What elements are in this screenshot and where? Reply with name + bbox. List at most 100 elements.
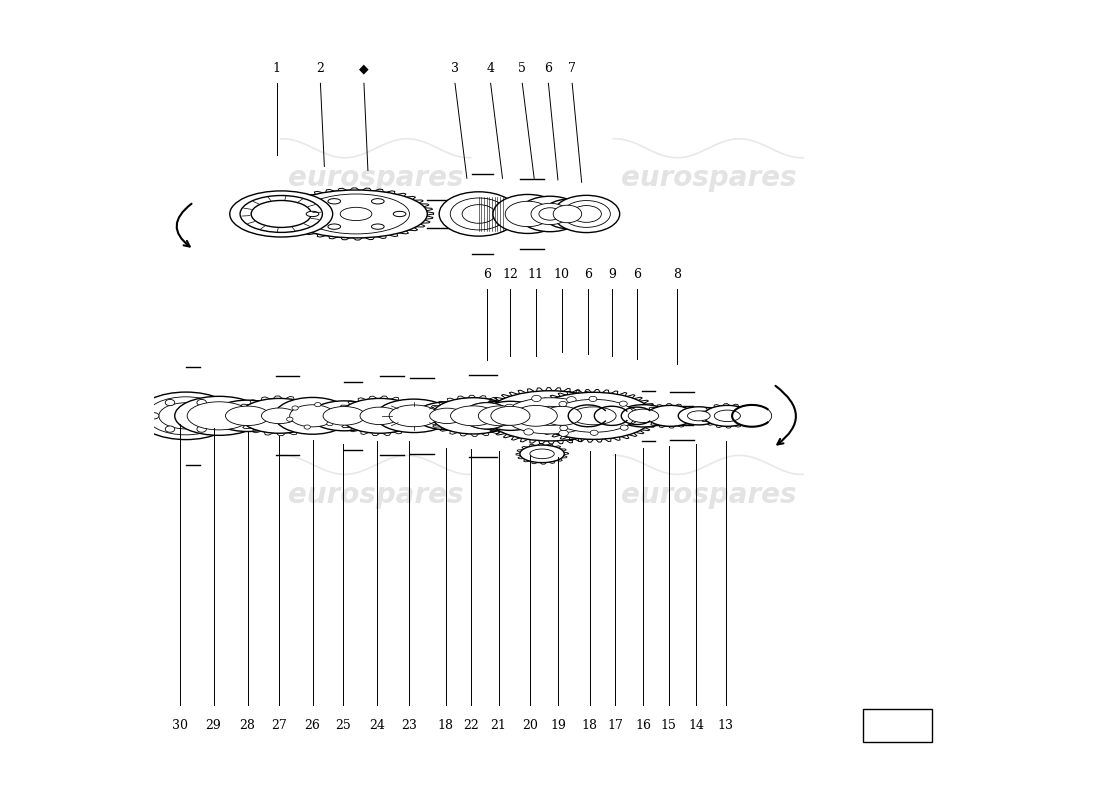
Ellipse shape [292, 406, 298, 410]
Text: 15: 15 [661, 719, 676, 732]
Ellipse shape [530, 449, 554, 458]
Text: 8: 8 [673, 268, 681, 282]
Ellipse shape [450, 198, 507, 230]
Text: 27: 27 [272, 719, 287, 732]
Ellipse shape [197, 399, 207, 406]
Ellipse shape [310, 401, 378, 431]
Text: eurospares: eurospares [620, 481, 796, 509]
Ellipse shape [372, 224, 384, 230]
Ellipse shape [240, 195, 322, 233]
Ellipse shape [327, 422, 333, 426]
Text: 6: 6 [634, 268, 641, 282]
Text: 28: 28 [240, 719, 255, 732]
Ellipse shape [560, 426, 568, 430]
Ellipse shape [482, 207, 507, 221]
Ellipse shape [240, 195, 322, 233]
Text: 21: 21 [491, 719, 506, 732]
Ellipse shape [165, 399, 175, 406]
Ellipse shape [463, 402, 510, 429]
Ellipse shape [439, 192, 518, 236]
Ellipse shape [389, 405, 439, 426]
Ellipse shape [505, 202, 550, 226]
Ellipse shape [285, 190, 427, 238]
Ellipse shape [212, 400, 283, 431]
Ellipse shape [146, 397, 226, 435]
Ellipse shape [486, 390, 614, 441]
Ellipse shape [553, 195, 619, 233]
Text: 26: 26 [305, 719, 320, 732]
Ellipse shape [232, 192, 330, 236]
Ellipse shape [520, 445, 564, 462]
Text: 9: 9 [608, 268, 616, 282]
Ellipse shape [491, 406, 530, 426]
Ellipse shape [531, 203, 569, 225]
Text: 29: 29 [206, 719, 221, 732]
Ellipse shape [524, 429, 534, 435]
Ellipse shape [688, 411, 711, 421]
Ellipse shape [543, 199, 591, 229]
Ellipse shape [323, 406, 365, 425]
Text: ◆ = 31: ◆ = 31 [871, 719, 915, 732]
Text: 7: 7 [569, 62, 576, 75]
Ellipse shape [571, 407, 616, 425]
Ellipse shape [542, 406, 582, 426]
Text: 18: 18 [438, 719, 453, 732]
Ellipse shape [136, 392, 235, 439]
Ellipse shape [315, 402, 321, 406]
Ellipse shape [251, 201, 311, 227]
Text: eurospares: eurospares [620, 164, 796, 192]
Ellipse shape [255, 202, 306, 226]
Ellipse shape [340, 207, 372, 221]
Text: 10: 10 [554, 268, 570, 282]
Ellipse shape [462, 205, 495, 223]
Text: 25: 25 [334, 719, 351, 732]
Ellipse shape [559, 430, 569, 436]
Text: 19: 19 [550, 719, 565, 732]
Ellipse shape [430, 408, 464, 423]
Text: 11: 11 [528, 268, 543, 282]
Ellipse shape [619, 401, 627, 406]
Ellipse shape [547, 414, 554, 418]
Ellipse shape [287, 417, 293, 422]
Text: 6: 6 [544, 62, 552, 75]
Ellipse shape [591, 430, 598, 435]
Text: 14: 14 [689, 719, 704, 732]
Text: 23: 23 [402, 719, 417, 732]
Ellipse shape [504, 401, 568, 431]
Ellipse shape [572, 206, 602, 222]
Ellipse shape [212, 413, 222, 419]
Ellipse shape [340, 398, 419, 434]
Ellipse shape [360, 407, 399, 425]
Ellipse shape [586, 421, 595, 427]
Ellipse shape [526, 406, 574, 426]
Text: 6: 6 [483, 268, 491, 282]
Bar [862, 709, 933, 742]
Ellipse shape [518, 196, 582, 232]
Ellipse shape [230, 191, 332, 237]
Text: 20: 20 [522, 719, 538, 732]
Ellipse shape [262, 408, 297, 424]
Ellipse shape [302, 194, 409, 234]
Ellipse shape [593, 406, 640, 426]
Text: 17: 17 [607, 719, 623, 732]
Ellipse shape [158, 402, 212, 429]
Ellipse shape [502, 418, 510, 424]
Ellipse shape [679, 406, 719, 425]
Ellipse shape [704, 406, 751, 426]
Ellipse shape [552, 399, 635, 432]
Text: 13: 13 [717, 719, 734, 732]
Ellipse shape [559, 402, 566, 406]
Ellipse shape [150, 413, 158, 419]
Ellipse shape [514, 406, 558, 426]
Text: 30: 30 [172, 719, 187, 732]
Text: eurospares: eurospares [288, 164, 463, 192]
Ellipse shape [539, 208, 561, 220]
Text: eurospares: eurospares [288, 481, 463, 509]
Text: 1: 1 [273, 62, 280, 75]
Ellipse shape [714, 410, 740, 422]
Ellipse shape [647, 406, 694, 426]
Ellipse shape [226, 406, 270, 426]
Ellipse shape [588, 396, 597, 402]
Ellipse shape [432, 398, 515, 434]
Ellipse shape [468, 402, 535, 430]
